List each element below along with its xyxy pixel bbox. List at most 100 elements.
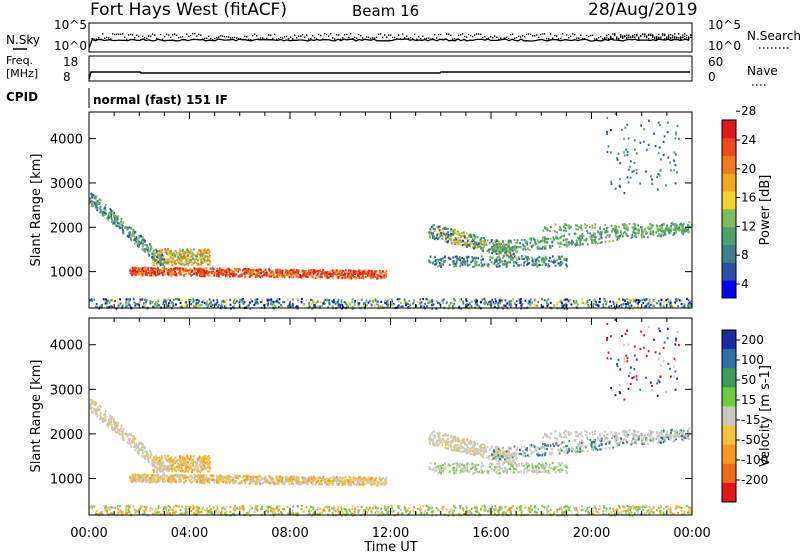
range-gate-cell (612, 303, 615, 306)
range-gate-cell (569, 299, 571, 302)
range-gate-cell (260, 272, 262, 275)
range-gate-cell (652, 304, 655, 307)
range-gate-cell (494, 239, 497, 242)
range-gate-cell (645, 170, 647, 173)
noise-search-point (454, 38, 456, 40)
range-gate-cell (172, 478, 175, 481)
range-gate-cell (179, 477, 182, 480)
range-gate-cell (374, 272, 377, 275)
noise-search-point (644, 35, 646, 37)
range-gate-cell (218, 269, 221, 272)
range-gate-cell (635, 227, 638, 230)
noise-search-point (142, 35, 144, 37)
range-gate-cell (594, 299, 597, 303)
range-gate-cell (529, 298, 532, 301)
range-gate-cell (208, 263, 211, 266)
range-gate-cell (292, 271, 294, 274)
range-gate-cell (198, 257, 201, 260)
range-gate-cell (172, 304, 175, 307)
range-gate-cell (206, 272, 209, 275)
range-gate-cell (288, 482, 291, 485)
range-gate-cell (536, 258, 539, 261)
range-gate-cell (485, 244, 488, 247)
range-gate-cell (369, 299, 371, 302)
range-gate-cell (316, 269, 319, 273)
range-gate-cell (565, 229, 568, 232)
range-gate-cell (430, 304, 433, 307)
range-gate-cell (606, 116, 609, 119)
range-gate-cell (360, 273, 362, 276)
range-gate-cell (637, 303, 639, 306)
range-gate-cell (654, 145, 657, 148)
range-gate-cell (505, 250, 508, 253)
range-gate-cell (129, 304, 131, 307)
range-gate-cell (492, 250, 495, 253)
range-gate-cell (153, 262, 156, 265)
range-gate-cell (272, 302, 275, 305)
range-gate-cell (262, 477, 265, 480)
range-gate-cell (428, 231, 431, 234)
range-gate-cell (498, 255, 501, 259)
range-gate-cell (257, 270, 260, 273)
range-gate-cell (200, 303, 203, 307)
range-gate-cell (161, 255, 164, 258)
range-gate-cell (131, 266, 134, 269)
range-gate-cell (258, 478, 261, 481)
noise-search-point (638, 38, 640, 40)
range-gate-cell (463, 236, 466, 239)
range-gate-cell (324, 298, 327, 301)
range-gate-cell (647, 236, 649, 239)
noise-search-point (684, 35, 686, 37)
range-gate-cell (362, 305, 365, 308)
range-gate-cell (516, 241, 519, 244)
noise-search-point (690, 34, 692, 36)
range-gate-cell (549, 244, 551, 247)
range-gate-cell (331, 300, 334, 303)
noise-search-point (670, 37, 672, 40)
range-gate-cell (649, 303, 652, 307)
range-gate-cell (361, 272, 364, 275)
range-gate-cell (155, 258, 158, 262)
range-gate-cell (392, 303, 395, 306)
range-gate-cell (386, 301, 389, 304)
range-gate-cell (280, 303, 282, 307)
range-gate-cell (217, 269, 220, 272)
range-gate-cell (287, 306, 290, 309)
range-gate-cell (498, 251, 501, 254)
range-gate-cell (649, 228, 652, 231)
range-gate-cell (175, 481, 178, 484)
range-gate-cell (593, 232, 595, 235)
range-gate-cell (165, 267, 168, 270)
range-gate-cell (319, 305, 321, 308)
range-gate-cell (589, 235, 592, 239)
range-gate-cell (280, 269, 282, 272)
range-gate-cell (604, 231, 607, 234)
range-gate-cell (283, 274, 286, 277)
noise-search-point (444, 38, 446, 41)
range-gate-cell (193, 253, 195, 257)
range-gate-cell (547, 263, 550, 266)
range-gate-cell (502, 254, 505, 257)
range-gate-cell (165, 474, 168, 477)
range-gate-cell (205, 267, 208, 270)
noise-search-point (122, 33, 124, 35)
range-gate-cell (128, 226, 131, 229)
range-gate-cell (578, 238, 580, 241)
range-gate-cell (387, 303, 390, 307)
range-gate-cell (493, 250, 496, 253)
noise-search-point (108, 37, 110, 39)
range-gate-cell (91, 200, 94, 203)
range-gate-cell (365, 479, 367, 482)
range-gate-cell (362, 484, 365, 487)
noise-search-point (272, 37, 274, 40)
range-gate-cell (643, 299, 646, 302)
range-gate-cell (192, 248, 195, 251)
range-gate-cell (558, 301, 561, 304)
range-gate-cell (174, 259, 176, 262)
range-gate-cell (626, 176, 629, 179)
range-gate-cell (194, 475, 197, 478)
noise-search-point (466, 36, 468, 38)
range-gate-cell (362, 273, 364, 276)
range-gate-cell (193, 305, 195, 308)
range-gate-cell (205, 250, 208, 253)
